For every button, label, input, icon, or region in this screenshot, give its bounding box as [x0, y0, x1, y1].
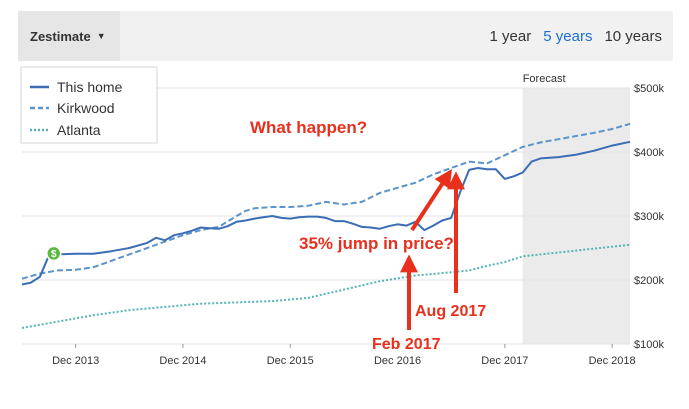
- tab-10-years[interactable]: 10 years: [604, 27, 662, 45]
- time-range-tabs: 1 year 5 years 10 years: [489, 11, 663, 61]
- x-tick-label-3: Dec 2016: [374, 355, 421, 367]
- annotation-aug-2017: Aug 2017: [415, 303, 486, 320]
- dollar-marker-glyph: $: [51, 249, 57, 260]
- y-tick-label-0: $100k: [634, 339, 664, 351]
- y-axis-ticks: $100k $200k $300k $400k $500k: [634, 83, 664, 351]
- annotation-what-happen: What happen?: [250, 118, 367, 137]
- dollar-marker-icon: [46, 245, 62, 262]
- x-tick-label-5: Dec 2018: [589, 355, 636, 367]
- series-lines: [21, 122, 631, 329]
- caret-down-icon: ▼: [96, 31, 106, 41]
- zestimate-dropdown[interactable]: Zestimate ▼: [18, 11, 120, 61]
- y-tick-label-2: $300k: [634, 211, 664, 223]
- legend-label-kirkwood: Kirkwood: [57, 100, 115, 116]
- annotation-jump: 35% jump in price?: [299, 234, 454, 253]
- tab-5-years[interactable]: 5 years: [543, 27, 593, 45]
- series-line-this-home: [21, 140, 631, 286]
- arrow-jump-diagonal: [410, 168, 452, 232]
- sale-marker: $: [46, 245, 62, 262]
- legend-label-atlanta: Atlanta: [57, 122, 101, 138]
- forecast-label: Forecast: [523, 73, 566, 85]
- x-tick-label-0: Dec 2013: [52, 355, 99, 367]
- series-line-atlanta: [21, 243, 631, 329]
- tab-1-year[interactable]: 1 year: [489, 27, 532, 45]
- annotation-feb-2017: Feb 2017: [372, 336, 441, 353]
- series-line-kirkwood: [21, 122, 631, 280]
- y-tick-label-1: $200k: [634, 275, 664, 287]
- legend-label-this-home: This home: [57, 79, 123, 95]
- x-tick-label-4: Dec 2017: [481, 355, 528, 367]
- x-tick-label-2: Dec 2015: [267, 355, 314, 367]
- y-tick-label-3: $400k: [634, 147, 664, 159]
- y-tick-label-4: $500k: [634, 83, 664, 95]
- chart-controls-bar: Zestimate ▼ 1 year 5 years 10 years: [18, 11, 673, 61]
- x-tick-label-1: Dec 2014: [159, 355, 206, 367]
- zestimate-dropdown-label: Zestimate: [30, 28, 91, 44]
- x-axis-ticks: Dec 2013 Dec 2014 Dec 2015 Dec 2016 Dec 2017…: [52, 344, 636, 367]
- legend: This home Kirkwood Atlanta: [20, 66, 158, 144]
